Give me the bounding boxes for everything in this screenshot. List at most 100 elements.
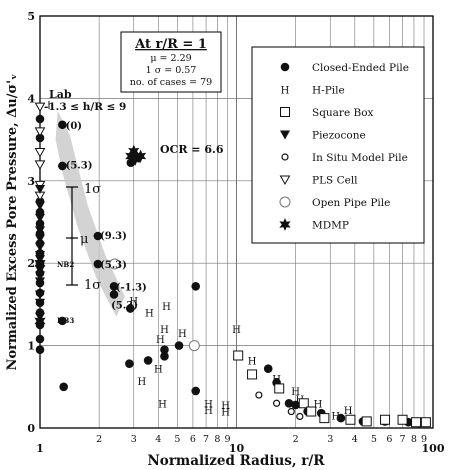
data-point [34,314,46,328]
data-point [135,149,147,163]
legend-marker [279,196,291,208]
x-tick-label: 6 [190,434,196,445]
data-point: H [248,356,257,367]
data-point: H [138,377,147,388]
x-tick-label: 100 [422,442,445,455]
stats-title: At r/R = 1 [134,37,207,52]
data-point: H [156,335,165,346]
data-point [191,386,201,396]
legend: Closed-Ended Pile H H-Pile Square Box Piezoc… [251,46,425,244]
x-tick-label: 4 [155,434,161,445]
data-point: H [129,296,138,307]
minus-sigma-label: 1σ [84,278,101,293]
data-point [160,345,169,355]
x-tick-label: 5 [174,434,180,445]
stats-line-2: 1 σ = 0.57 [146,65,197,76]
series-square-box [233,350,431,428]
data-point [247,369,258,380]
data-point: H [291,387,300,398]
x-tick-label: 2 [293,434,299,445]
data-point [361,416,372,427]
x-tick-label: 3 [131,434,137,445]
data-point [35,334,45,344]
y-tick-label: 0 [27,422,35,435]
data-point [35,185,45,195]
data-point [35,114,45,124]
h-ratio-label: (0) [66,121,82,132]
x-tick-label: 10 [229,442,245,455]
x-tick-label: 7 [203,434,209,445]
data-point: H [204,399,213,410]
data-point [125,304,135,313]
stats-box: At r/R = 1 μ = 2.29 1 σ = 0.57 no. of ca… [120,31,222,93]
legend-label: Square Box [312,107,374,119]
x-tick-label: 8 [214,434,220,445]
data-point [109,258,121,270]
data-point: H [221,401,230,412]
y-tick-label: 5 [27,10,35,23]
data-point [34,127,46,137]
data-point [58,120,67,130]
data-point: H [154,365,163,376]
legend-marker [281,153,289,161]
data-point [109,290,119,299]
data-point [298,398,309,409]
data-point [255,391,263,399]
nb3-label: NB3 [57,316,74,325]
data-point [345,414,356,425]
data-point: H [145,309,154,320]
nb2-label: NB2 [57,260,74,269]
x-tick-label: 1 [36,442,44,455]
y-tick-label: 3 [27,175,35,188]
data-point [35,201,45,211]
x-tick-label: 7 [400,434,406,445]
data-point [336,413,346,423]
data-point [35,219,45,228]
data-point [125,149,137,163]
data-point: H [162,302,171,313]
data-point [191,281,201,291]
legend-marker [279,175,291,186]
ocr-label: OCR = 6.6 [160,143,224,156]
y-tick-labels: 0 1 2 3 4 5 [27,10,35,435]
legend-label: Open Pipe Pile [312,197,390,209]
data-point [58,161,67,171]
data-point [125,359,134,369]
data-point [128,144,140,158]
x-tick-label: 8 [411,434,417,445]
legend-marker [280,130,290,140]
series-in-situ-model-pile [255,391,304,421]
data-point [284,398,294,408]
data-point [93,259,103,269]
data-point [143,356,153,365]
data-point [233,350,244,361]
legend-label: Closed-Ended Pile [312,62,409,74]
h-ratio-label: (-1.3) [116,282,147,293]
data-series: HHHHHHHHHHHHHHHHHHHHH [34,102,431,428]
data-point: H [272,375,281,386]
data-point [35,213,45,223]
data-point [35,265,45,275]
data-point [35,242,45,252]
y-tick-label: 2 [27,257,35,270]
data-point [109,281,119,291]
data-point: H [158,399,167,410]
data-point: H [178,329,187,340]
legend-marker [279,218,291,231]
data-point [35,277,45,287]
data-point [319,413,330,424]
lab-label: Lab [49,88,72,101]
series-mdmp [34,144,147,328]
x-tick-label: 5 [371,434,377,445]
data-point [160,352,169,361]
data-point [420,417,431,428]
data-point [306,406,317,417]
h-ratio-label: (5.3) [111,300,138,311]
data-point [35,271,45,281]
data-point [291,400,300,410]
data-point [34,147,46,158]
data-point [287,407,295,416]
lab-band-shape [55,110,125,317]
data-point: H [160,325,169,336]
